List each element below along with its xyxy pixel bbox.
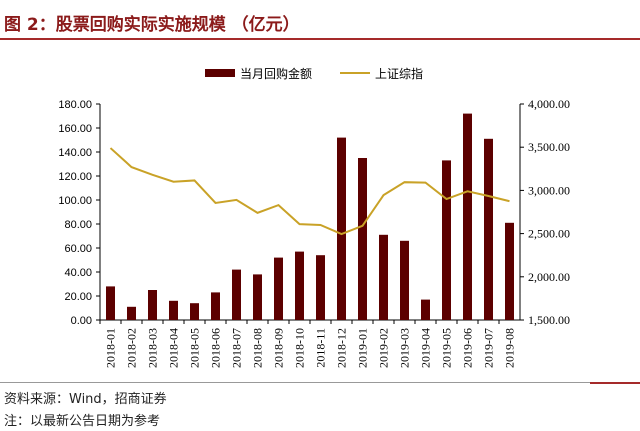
x-tick-label: 2018-11	[314, 328, 328, 368]
x-tick-label: 2018-05	[188, 328, 202, 368]
right-tick-label: 1,500.00	[528, 313, 570, 327]
bar	[148, 290, 157, 320]
x-tick-label: 2018-01	[104, 328, 118, 368]
left-tick-label: 60.00	[64, 243, 92, 255]
bar	[463, 113, 472, 320]
x-tick-label: 2018-03	[146, 328, 160, 368]
bar	[421, 299, 430, 320]
x-tick-label: 2018-10	[293, 328, 307, 368]
left-tick-label: 40.00	[64, 267, 92, 279]
left-tick-label: 180.00	[58, 99, 92, 111]
right-tick-label: 3,500.00	[528, 140, 570, 154]
x-tick-label: 2018-08	[251, 328, 265, 368]
note-text: 注：以最新公告日期为参考	[4, 414, 161, 429]
right-tick-label: 3,000.00	[528, 183, 570, 197]
x-tick-label: 2018-02	[125, 328, 139, 368]
x-tick-label: 2019-06	[461, 328, 475, 368]
bar	[232, 269, 241, 320]
source-rule-accent	[590, 382, 640, 384]
bar	[295, 251, 304, 320]
bar	[505, 222, 514, 320]
index-line	[109, 147, 510, 236]
bar	[169, 300, 178, 320]
title-rule	[0, 38, 640, 40]
left-tick-label: 120.00	[58, 171, 92, 183]
left-tick-label: 160.00	[58, 123, 92, 135]
x-tick-label: 2018-12	[335, 328, 349, 368]
right-tick-label: 4,000.00	[528, 97, 570, 111]
left-tick-label: 100.00	[58, 195, 92, 207]
x-tick-label: 2019-08	[503, 328, 517, 368]
source-rule	[0, 382, 590, 383]
x-tick-label: 2019-02	[377, 328, 391, 368]
bar	[106, 286, 115, 320]
x-tick-label: 2019-05	[440, 328, 454, 368]
left-tick-label: 20.00	[64, 291, 92, 303]
legend-bar-label: 当月回购金额	[240, 66, 312, 81]
right-tick-label: 2,500.00	[528, 227, 570, 241]
figure-title: 图 2：股票回购实际实施规模 （亿元）	[4, 15, 300, 35]
bar	[211, 292, 220, 320]
bar	[190, 303, 199, 320]
left-tick-label: 140.00	[58, 147, 92, 159]
left-tick-label: 80.00	[64, 219, 92, 231]
bar	[337, 137, 346, 320]
bar	[442, 160, 451, 320]
x-tick-label: 2019-01	[356, 328, 370, 368]
left-tick-label: 0.00	[71, 315, 92, 327]
bar	[379, 234, 388, 320]
bar	[358, 158, 367, 320]
x-tick-label: 2019-03	[398, 328, 412, 368]
bar	[400, 240, 409, 320]
x-tick-label: 2019-07	[482, 328, 496, 368]
x-tick-label: 2018-04	[167, 328, 181, 368]
source-text: 资料来源：Wind，招商证券	[4, 392, 167, 407]
x-tick-label: 2018-07	[230, 328, 244, 368]
right-tick-label: 2,000.00	[528, 270, 570, 284]
x-tick-label: 2018-09	[272, 328, 286, 368]
bar	[484, 138, 493, 320]
legend-line-label: 上证综指	[375, 66, 423, 81]
bar	[274, 257, 283, 320]
legend-bar-swatch	[205, 69, 235, 77]
bar	[316, 255, 325, 320]
bar	[253, 274, 262, 320]
x-tick-label: 2018-06	[209, 328, 223, 368]
bar	[127, 306, 136, 320]
x-tick-label: 2019-04	[419, 328, 433, 368]
